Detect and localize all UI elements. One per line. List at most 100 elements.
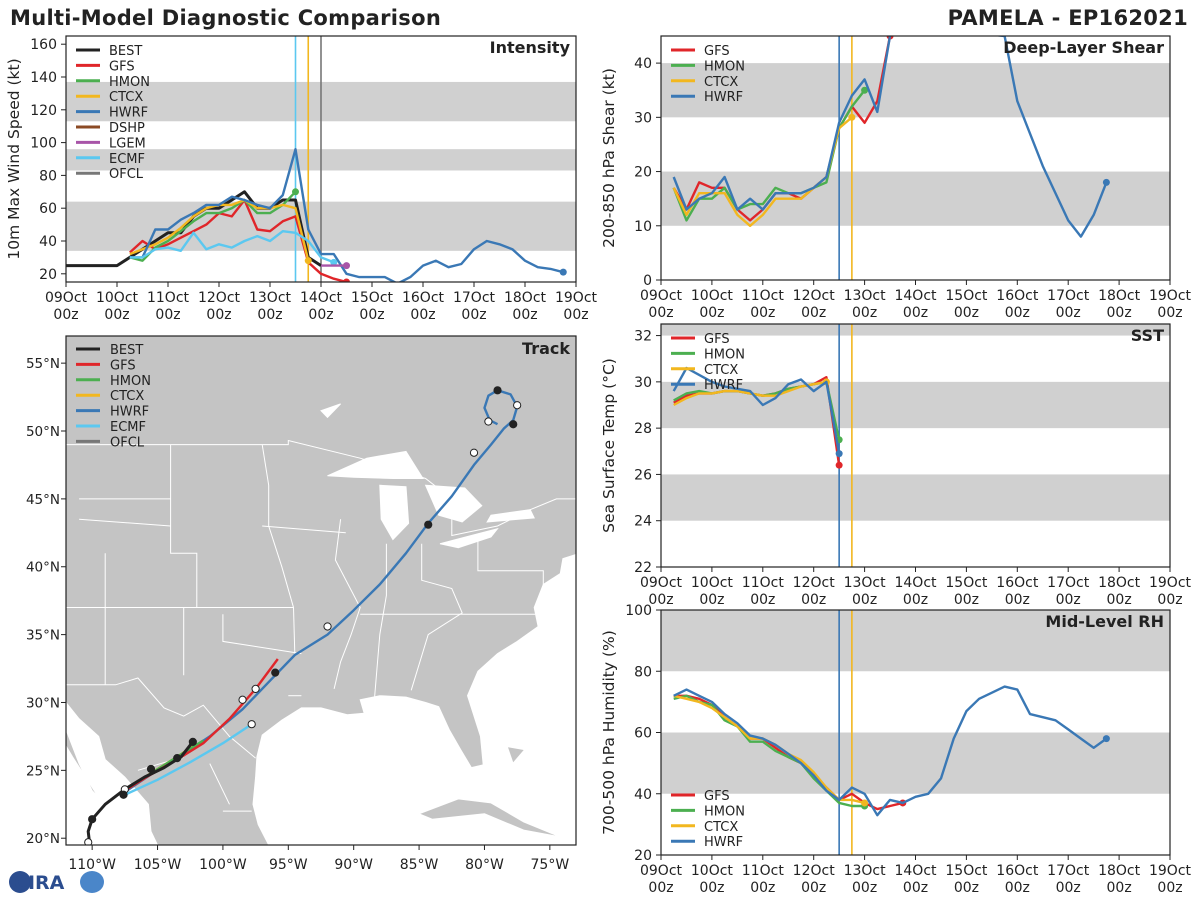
x-tick-label-hour: 00z — [1056, 305, 1081, 321]
series-ecmf-endpoint — [330, 258, 338, 266]
land-mass — [66, 336, 576, 845]
x-tick-label-hour: 00z — [1107, 880, 1132, 896]
y-tick-label: 22 — [634, 560, 652, 576]
y-tick-label: 20°N — [26, 831, 60, 847]
legend-label-hwrf: HWRF — [109, 106, 148, 121]
y-tick-label: 30°N — [26, 695, 60, 711]
x-tick-label-day: 19Oct — [555, 290, 598, 306]
legend-label-hmon: HMON — [109, 75, 150, 90]
great-lake — [379, 484, 410, 541]
x-tick-label-day: 16Oct — [996, 575, 1039, 591]
x-tick-label-day: 13Oct — [844, 863, 887, 879]
series-hwrf-endpoint — [559, 268, 567, 276]
legend-label-gfs: GFS — [704, 332, 730, 347]
y-tick-label: 28 — [634, 421, 652, 437]
series-gfs-line — [128, 198, 347, 282]
x-tick-label-day: 09Oct — [640, 288, 683, 304]
panel-intensity: 2040608010012014016009Oct00z10Oct00z11Oc… — [5, 35, 598, 323]
y-tick-label: 60 — [634, 726, 652, 742]
track-position-marker — [271, 668, 280, 677]
y-tick-label: 100 — [625, 603, 652, 619]
logo-text: CIRA — [14, 872, 65, 894]
x-tick-label-day: 12Oct — [793, 288, 836, 304]
x-tick-label-day: 11Oct — [742, 863, 785, 879]
series-lgem-endpoint — [343, 262, 350, 270]
y-tick-label: 0 — [643, 273, 652, 289]
track-position-marker — [146, 764, 156, 774]
series-gfs-endpoint — [835, 461, 843, 469]
track-position-marker — [84, 838, 93, 845]
panel-title: Deep-Layer Shear — [1003, 38, 1164, 57]
track-position-marker — [88, 815, 97, 824]
x-tick-label-day: 17Oct — [1047, 575, 1090, 591]
x-tick-label-day: 09Oct — [640, 863, 683, 879]
x-tick-label-day: 15Oct — [351, 290, 394, 306]
x-tick-label-hour: 00z — [53, 307, 78, 323]
x-tick-label-day: 10Oct — [691, 575, 734, 591]
x-tick-label-day: 12Oct — [793, 863, 836, 879]
x-tick-label-day: 13Oct — [844, 575, 887, 591]
y-axis-label: 200-850 hPa Shear (kt) — [600, 68, 618, 248]
x-tick-label-day: 16Oct — [996, 863, 1039, 879]
legend-label-ecmf: ECMF — [110, 420, 146, 435]
legend-label-hmon: HMON — [704, 347, 745, 362]
y-tick-label: 80 — [39, 168, 57, 184]
x-tick-label-day: 15Oct — [945, 863, 988, 879]
track-position-marker — [484, 417, 493, 426]
track-position-marker — [238, 695, 247, 704]
x-tick-label-day: 13Oct — [249, 290, 292, 306]
series-hwrf-line — [129, 147, 564, 282]
legend-label-hwrf: HWRF — [704, 378, 743, 393]
x-tick-label-day: 10Oct — [691, 863, 734, 879]
x-tick-label-day: 14Oct — [894, 863, 937, 879]
political-border — [209, 763, 230, 805]
legend-label-ctcx: CTCX — [704, 363, 738, 378]
shaded-band — [661, 610, 1170, 672]
legend-label-hmon: HMON — [110, 374, 151, 389]
x-tick-label-day: 15Oct — [945, 575, 988, 591]
panel-shear: 01020304009Oct00z10Oct00z11Oct00z12Oct00… — [600, 35, 1192, 321]
track-ecmf-line — [124, 723, 253, 796]
panel-title: Intensity — [490, 38, 571, 57]
x-tick-label-hour: 00z — [1005, 880, 1030, 896]
x-tick-label-day: 17Oct — [1047, 288, 1090, 304]
x-tick-label-hour: 00z — [699, 592, 724, 608]
track-position-marker — [469, 448, 479, 457]
x-tick-label-hour: 00z — [954, 592, 979, 608]
track-position-marker — [323, 622, 332, 631]
map-layer — [66, 336, 576, 845]
legend-label-gfs: GFS — [109, 59, 135, 74]
legend-label-gfs: GFS — [110, 358, 136, 373]
legend-label-best: BEST — [110, 343, 143, 358]
series-ctcx-endpoint — [861, 799, 869, 807]
x-tick-label-day: 18Oct — [1098, 575, 1141, 591]
legend-label-gfs: GFS — [704, 789, 730, 804]
x-tick-label: 90°W — [334, 857, 373, 873]
x-tick-label-hour: 00z — [257, 307, 282, 323]
x-tick-label-day: 18Oct — [1098, 288, 1141, 304]
x-tick-label-hour: 00z — [801, 305, 826, 321]
series-hwrf-line — [673, 685, 1108, 817]
y-tick-label: 100 — [30, 136, 57, 152]
political-border — [66, 677, 256, 759]
x-tick-label-day: 19Oct — [1149, 288, 1192, 304]
political-border — [262, 525, 346, 534]
x-tick-label-hour: 00z — [648, 592, 673, 608]
x-tick-label-hour: 00z — [852, 305, 877, 321]
y-tick-label: 140 — [30, 70, 57, 86]
x-tick-label-hour: 00z — [699, 880, 724, 896]
y-tick-label: 25°N — [26, 763, 60, 779]
x-tick-label-hour: 00z — [512, 307, 537, 323]
x-tick-label-day: 10Oct — [691, 288, 734, 304]
x-tick-label-hour: 00z — [563, 307, 588, 323]
x-tick-label-day: 11Oct — [742, 288, 785, 304]
y-tick-label: 50°N — [26, 424, 60, 440]
y-tick-label: 40°N — [26, 560, 60, 576]
y-tick-label: 45°N — [26, 492, 60, 508]
x-tick-label: 100°W — [199, 857, 247, 873]
x-tick-label-hour: 00z — [903, 592, 928, 608]
x-tick-label-hour: 00z — [903, 305, 928, 321]
legend-label-best: BEST — [109, 44, 142, 59]
political-border — [261, 444, 296, 654]
